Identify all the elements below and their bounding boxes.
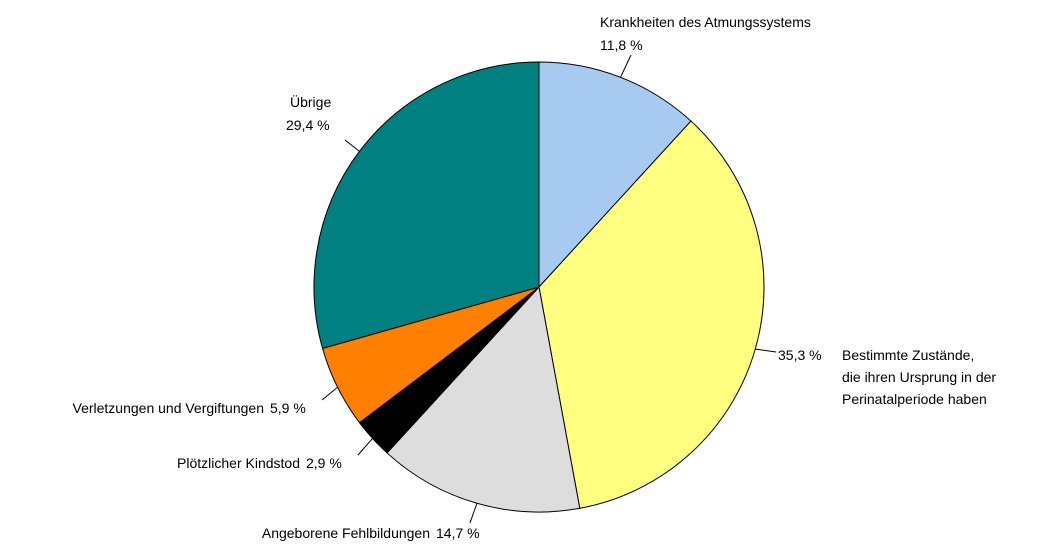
value-label: 29,4 %	[286, 117, 330, 133]
slice-label: Verletzungen und Vergiftungen	[72, 400, 265, 416]
slice-label: Angeborene Fehlbildungen	[261, 525, 430, 541]
leader-line	[357, 438, 373, 456]
slice-label: Übrige	[290, 94, 332, 110]
pie-slice	[538, 120, 765, 509]
pie-slice	[313, 61, 540, 350]
slice-label: Krankheiten des Atmungssystems	[600, 14, 811, 30]
pie-slice	[538, 61, 692, 289]
slice-label: Bestimmte Zustände, die ihren Ursprung i…	[842, 347, 997, 407]
slice-label: Plötzlicher Kindstod	[177, 455, 300, 471]
value-label: 5,9 %	[270, 400, 306, 416]
pie-slice	[386, 285, 581, 513]
value-label: 2,9 %	[306, 455, 342, 471]
leader-line	[321, 386, 338, 401]
leader-line	[620, 54, 632, 78]
leader-line	[755, 348, 777, 353]
value-label: 14,7 %	[436, 525, 480, 541]
value-label: 11,8 %	[600, 37, 643, 53]
leader-line	[344, 139, 360, 152]
value-label: 35,3 %	[778, 347, 822, 363]
leader-line	[469, 503, 478, 524]
